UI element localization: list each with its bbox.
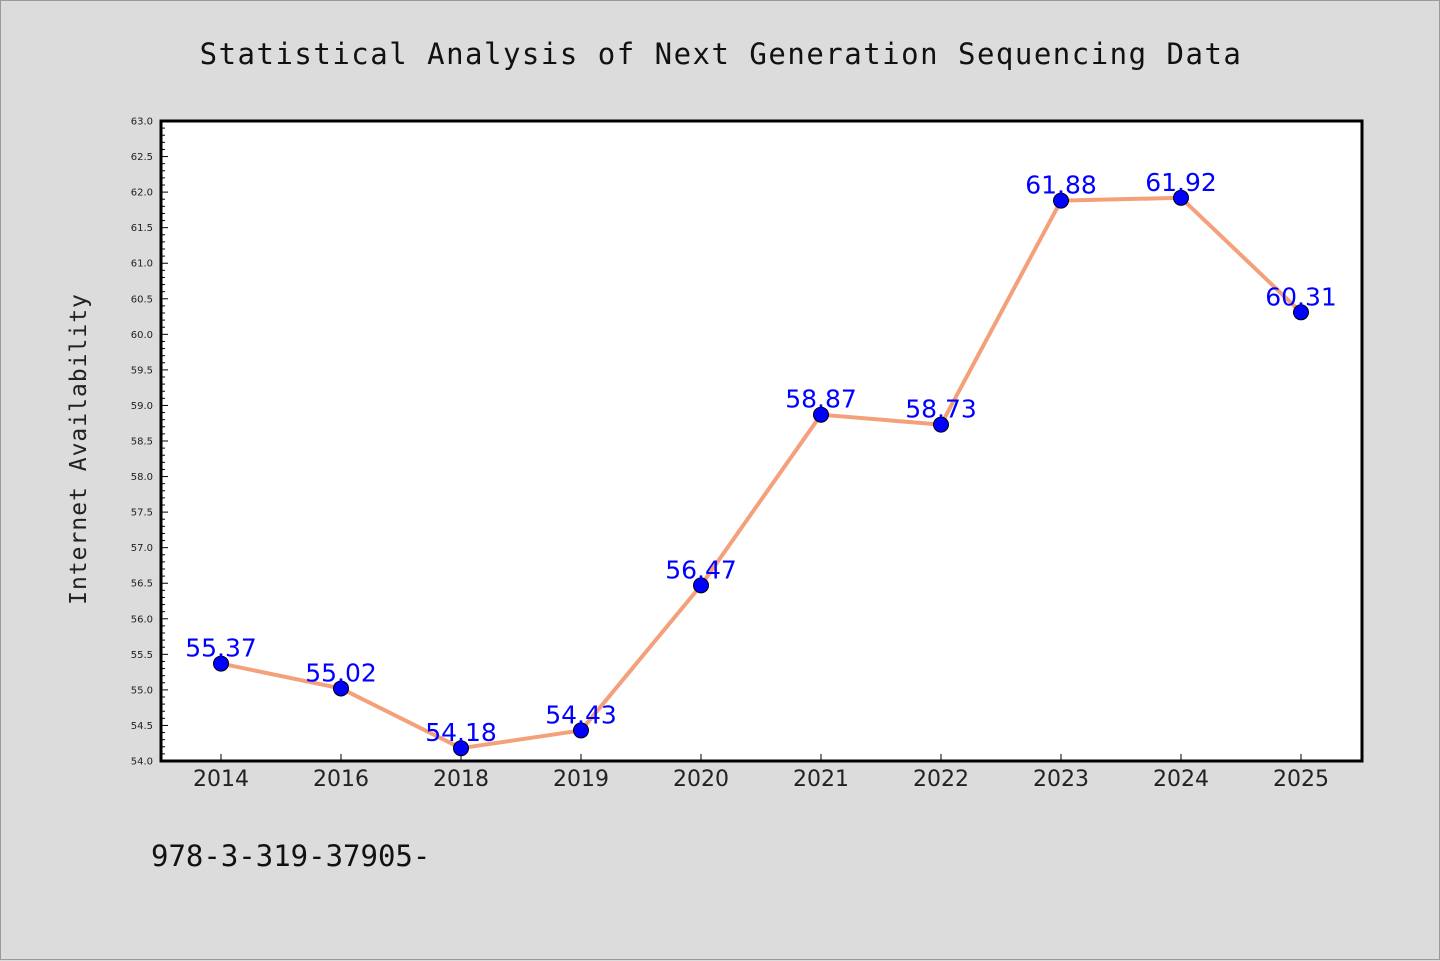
y-tick-label: 63.0 xyxy=(131,117,153,128)
series-layer xyxy=(213,189,1309,757)
data-label: 56.47 xyxy=(665,555,737,584)
y-tick-label: 60.0 xyxy=(131,330,153,341)
x-tick-label: 2024 xyxy=(1153,767,1209,792)
data-point xyxy=(333,680,349,697)
y-tick-label: 55.0 xyxy=(131,685,153,696)
x-tick-label: 2025 xyxy=(1273,767,1329,792)
y-tick-label: 61.5 xyxy=(131,223,153,234)
data-point xyxy=(1173,189,1189,206)
y-tick-label: 56.0 xyxy=(131,614,153,625)
data-label: 55.37 xyxy=(185,634,257,663)
footer-code: 978-3-319-37905- xyxy=(151,839,430,873)
data-point xyxy=(573,722,589,739)
y-tick-label: 54.0 xyxy=(131,757,153,768)
x-axis-ticks: 2014 2016 2018 2019 2020 2021 2022 2023 2024 2025 xyxy=(193,754,1329,792)
y-axis-ticks: 54.0 54.5 55.0 55.5 56.0 56.5 57.0 57.5 58.0 58.5… xyxy=(131,117,168,768)
x-tick-label: 2018 xyxy=(433,767,489,792)
data-point xyxy=(933,416,949,433)
y-tick-label: 58.5 xyxy=(131,437,153,448)
data-label: 58.73 xyxy=(905,395,977,424)
plot-area xyxy=(161,121,1362,761)
x-tick-label: 2022 xyxy=(913,767,969,792)
y-tick-label: 56.5 xyxy=(131,579,153,590)
x-tick-label: 2020 xyxy=(673,767,729,792)
chart-title: Statistical Analysis of Next Generation … xyxy=(200,37,1243,71)
plot-border xyxy=(159,119,1364,763)
y-tick-label: 60.5 xyxy=(131,294,153,305)
data-label: 61.88 xyxy=(1025,171,1097,200)
y-axis-label: Internet Availability xyxy=(66,293,92,605)
x-tick-label: 2023 xyxy=(1033,767,1089,792)
y-tick-label: 55.5 xyxy=(131,650,153,661)
y-tick-label: 57.5 xyxy=(131,508,153,519)
x-tick-label: 2021 xyxy=(793,767,849,792)
data-point xyxy=(813,406,829,423)
data-label: 61.92 xyxy=(1145,168,1217,197)
y-tick-label: 58.0 xyxy=(131,472,153,483)
y-tick-label: 62.5 xyxy=(131,152,153,163)
data-point xyxy=(1053,192,1069,209)
data-point xyxy=(453,740,469,757)
data-label: 54.18 xyxy=(425,718,497,747)
data-point xyxy=(213,655,229,672)
y-tick-label: 54.5 xyxy=(131,721,153,732)
y-tick-label: 62.0 xyxy=(131,188,153,199)
series-line xyxy=(219,195,1303,751)
data-label: 60.31 xyxy=(1265,282,1337,311)
data-label: 58.87 xyxy=(785,385,857,414)
data-label: 54.43 xyxy=(545,700,617,729)
x-tick-label: 2014 xyxy=(193,767,249,792)
data-point xyxy=(693,577,709,594)
y-tick-label: 59.5 xyxy=(131,365,153,376)
data-point xyxy=(1293,304,1309,321)
x-tick-label: 2016 xyxy=(313,767,369,792)
y-tick-label: 57.0 xyxy=(131,543,153,554)
y-tick-label: 61.0 xyxy=(131,259,153,270)
y-tick-label: 59.0 xyxy=(131,401,153,412)
x-tick-label: 2019 xyxy=(553,767,609,792)
data-label: 55.02 xyxy=(305,658,377,687)
data-labels: 55.37 55.02 54.18 54.43 56.47 58.87 58.73 61.88… xyxy=(185,168,1337,747)
